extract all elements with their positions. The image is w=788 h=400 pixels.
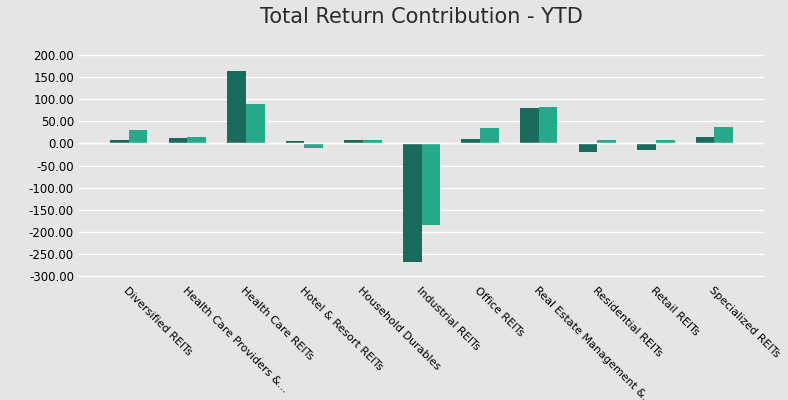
Bar xyxy=(188,137,206,144)
Bar xyxy=(363,140,381,144)
Bar xyxy=(578,144,597,152)
Bar xyxy=(304,144,323,148)
Bar xyxy=(286,141,304,144)
Bar xyxy=(715,127,733,144)
Bar xyxy=(344,140,363,144)
Bar xyxy=(403,144,422,262)
Bar xyxy=(110,140,128,144)
Bar xyxy=(637,144,656,150)
Bar xyxy=(128,130,147,144)
Bar xyxy=(227,71,246,144)
Bar xyxy=(462,139,480,144)
Bar xyxy=(169,138,188,144)
Bar xyxy=(422,144,440,225)
Bar xyxy=(246,104,265,144)
Bar xyxy=(520,108,539,144)
Bar xyxy=(597,140,616,144)
Bar xyxy=(480,128,499,144)
Bar xyxy=(696,137,715,144)
Title: Total Return Contribution - YTD: Total Return Contribution - YTD xyxy=(260,7,583,27)
Bar xyxy=(656,140,675,144)
Bar xyxy=(539,107,557,144)
